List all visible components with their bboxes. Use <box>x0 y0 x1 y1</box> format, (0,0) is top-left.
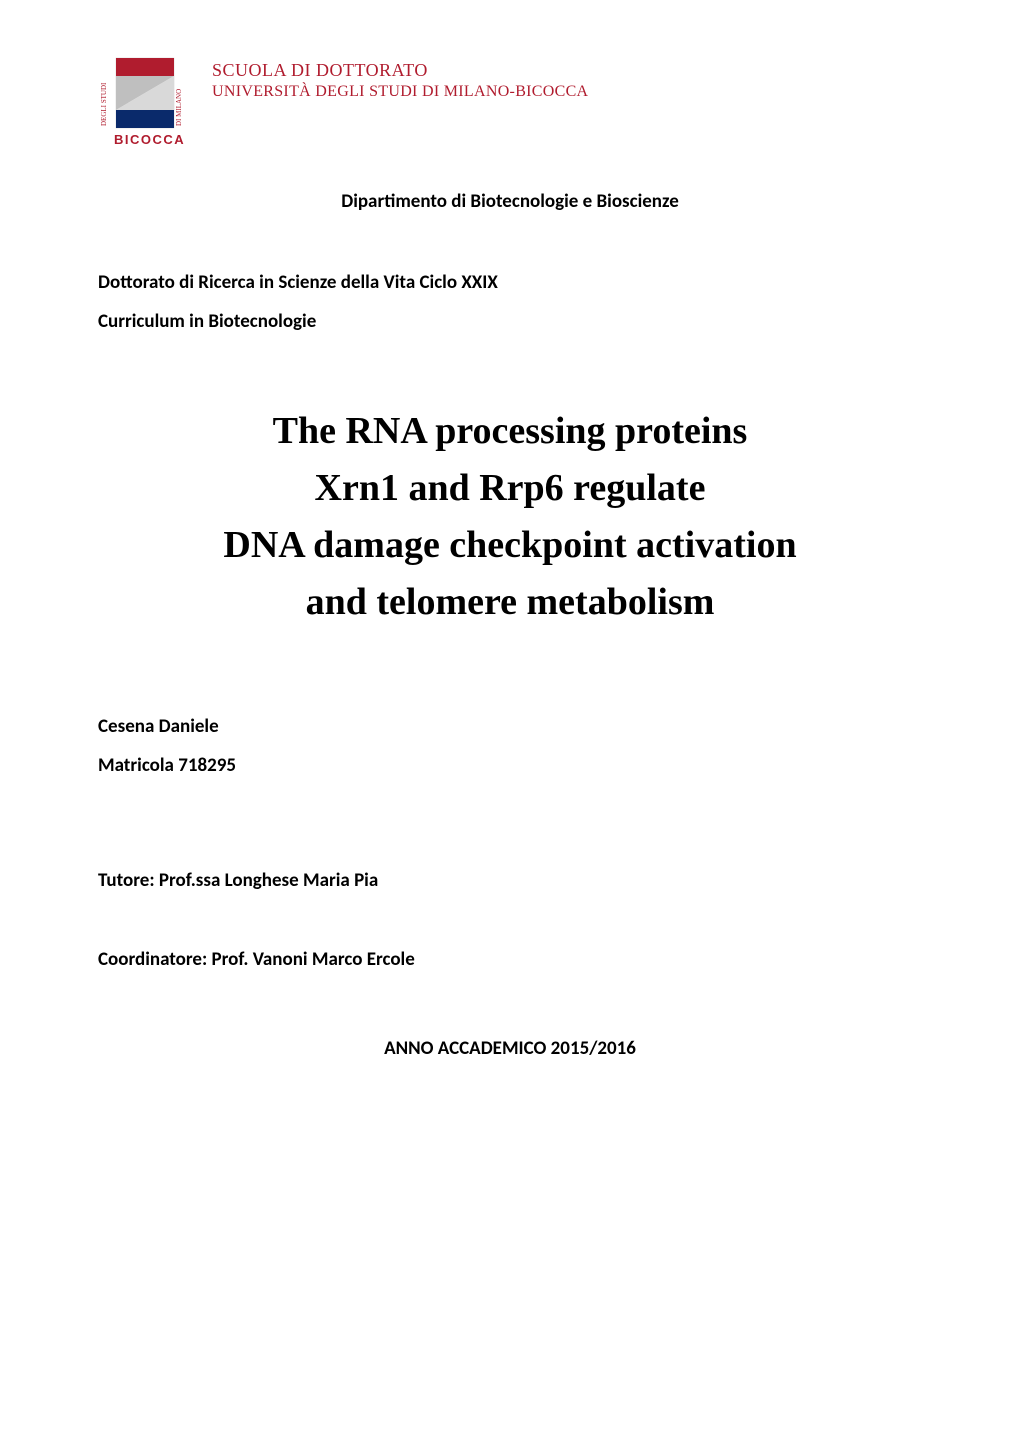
page-header: DEGLI STUDI DI MILANO UNIVERSITA' BICOCC… <box>98 52 922 148</box>
author-name: Cesena Daniele <box>98 715 922 738</box>
title-line-3: DNA damage checkpoint activation <box>98 517 922 574</box>
title-line-2: Xrn1 and Rrp6 regulate <box>98 460 922 517</box>
title-line-1: The RNA processing proteins <box>98 403 922 460</box>
thesis-title-page: DEGLI STUDI DI MILANO UNIVERSITA' BICOCC… <box>0 0 1020 1442</box>
logo-top-stripe <box>116 58 174 76</box>
thesis-title: The RNA processing proteins Xrn1 and Rrp… <box>98 403 922 631</box>
university-logo: DEGLI STUDI DI MILANO UNIVERSITA' BICOCC… <box>98 52 194 148</box>
department-name: Dipartimento di Biotecnologie e Bioscien… <box>98 190 922 213</box>
title-line-4: and telomere metabolism <box>98 574 922 631</box>
header-university-name: UNIVERSITÀ DEGLI STUDI DI MILANO-BICOCCA <box>212 83 588 101</box>
phd-program: Dottorato di Ricerca in Scienze della Vi… <box>98 271 922 294</box>
logo-bottom-stripe <box>116 110 174 128</box>
university-logo-svg: DEGLI STUDI DI MILANO UNIVERSITA' BICOCC… <box>98 52 194 148</box>
logo-left-text: DEGLI STUDI <box>100 82 108 126</box>
academic-year: ANNO ACCADEMICO 2015/2016 <box>98 1037 922 1060</box>
header-text-block: SCUOLA DI DOTTORATO UNIVERSITÀ DEGLI STU… <box>212 52 588 101</box>
curriculum-name: Curriculum in Biotecnologie <box>98 310 922 333</box>
header-school-name: SCUOLA DI DOTTORATO <box>212 60 588 81</box>
coordinator-name: Coordinatore: Prof. Vanoni Marco Ercole <box>98 948 922 971</box>
tutor-name: Tutore: Prof.ssa Longhese Maria Pia <box>98 869 922 892</box>
logo-right-text: DI MILANO <box>175 89 183 126</box>
logo-bottom-text: BICOCCA <box>114 132 185 147</box>
student-id: Matricola 718295 <box>98 754 922 777</box>
